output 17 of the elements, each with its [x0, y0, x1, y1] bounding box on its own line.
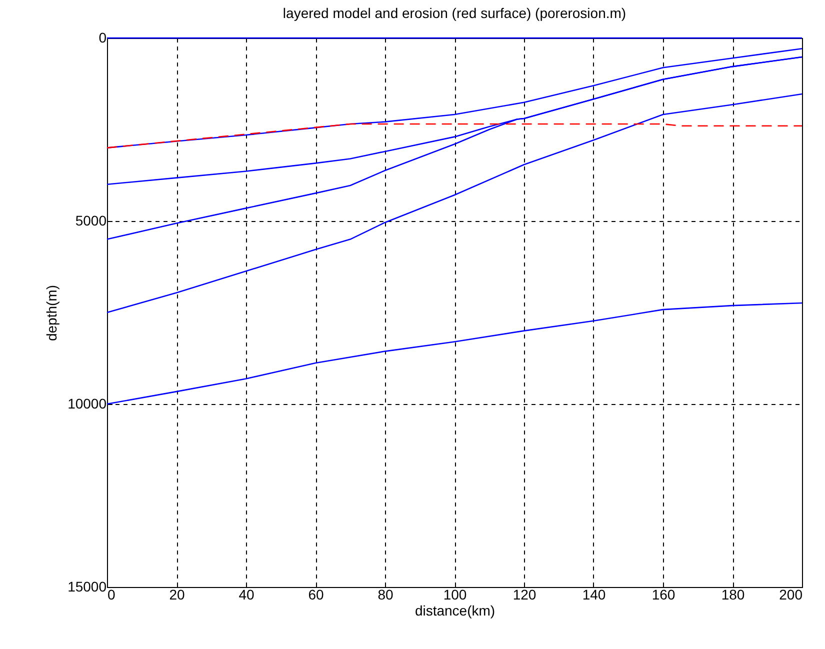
x-tick-label: 40 — [238, 586, 254, 602]
y-tick-label: 15000 — [68, 578, 107, 594]
chart-title: layered model and erosion (red surface) (porerosion.m) — [282, 5, 626, 21]
x-tick-label: 100 — [443, 586, 467, 602]
y-tick-label: 10000 — [68, 396, 107, 412]
x-tick-label: 120 — [512, 586, 536, 602]
x-tick-label: 60 — [308, 586, 324, 602]
y-tick-label: 0 — [98, 30, 107, 46]
x-tick-label: 80 — [378, 586, 394, 602]
x-tick-label: 140 — [582, 586, 606, 602]
x-tick-label: 180 — [721, 586, 745, 602]
y-axis-title: depth(m) — [44, 284, 60, 342]
x-tick-label: 160 — [652, 586, 676, 602]
x-tick-label: 20 — [169, 586, 185, 602]
y-tick-label: 5000 — [75, 212, 107, 228]
x-tick-label: 200 — [779, 586, 803, 602]
x-axis-title: distance(km) — [414, 602, 496, 618]
